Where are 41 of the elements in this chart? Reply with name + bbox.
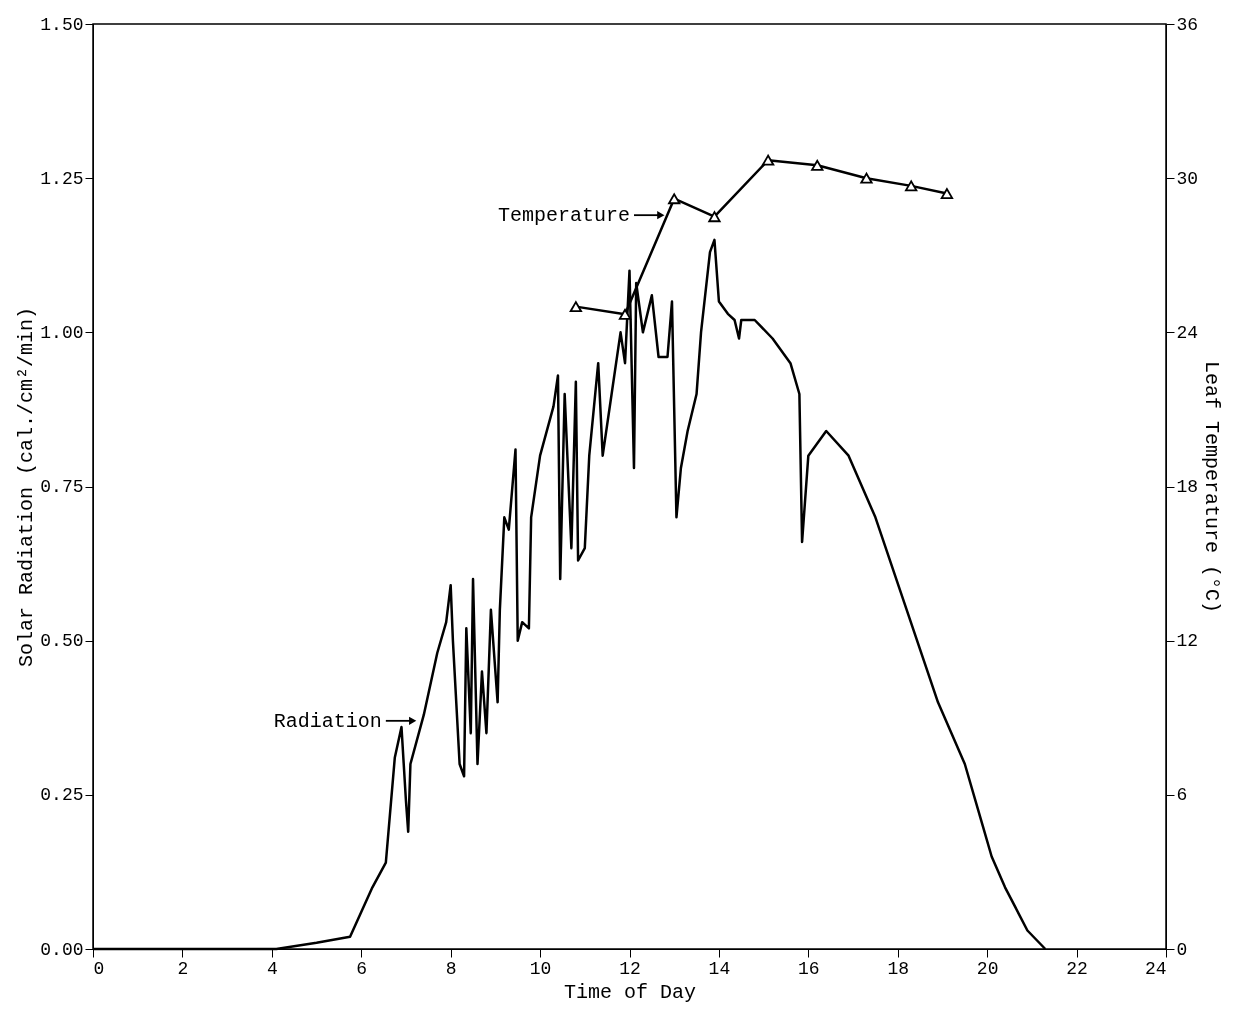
point — [860, 172, 873, 184]
y2-tick-label: 30 — [1176, 168, 1199, 189]
x-tick-label: 10 — [529, 958, 552, 979]
point — [708, 211, 721, 223]
y2-tick-label: 6 — [1176, 785, 1188, 806]
y2-tick-label: 24 — [1176, 322, 1199, 343]
y-tick-label: 0.00 — [40, 939, 84, 960]
x-tick-label: 20 — [976, 958, 999, 979]
x-tick-label: 4 — [266, 958, 278, 979]
y-tick-label: 0.75 — [40, 477, 84, 497]
point — [940, 188, 954, 200]
y2-tick-label: 36 — [1176, 14, 1199, 35]
x-axis-title: Time of Day — [563, 980, 697, 1004]
point — [811, 159, 824, 171]
y-tick-label: 0.50 — [40, 631, 84, 652]
y-tick-label: 1.50 — [40, 14, 84, 35]
y2-tick-label: 0 — [1176, 939, 1188, 960]
x-tick-label: 12 — [619, 958, 641, 979]
annotation: Temperature — [497, 204, 630, 228]
x-tick-label: 8 — [445, 958, 457, 979]
y2-axis-title: Leaf Temperature (°C) — [1200, 360, 1224, 614]
x-tick-label: 22 — [1066, 958, 1088, 979]
x-tick-label: 14 — [708, 958, 731, 979]
y-tick-label: 1.25 — [40, 168, 84, 189]
x-tick-label: 24 — [1144, 958, 1167, 979]
point — [905, 180, 918, 192]
x-tick-label: 18 — [887, 958, 910, 979]
x-tick-label: 6 — [356, 958, 368, 979]
y2-tick-label: 12 — [1176, 631, 1199, 652]
y2-tick-label: 18 — [1176, 477, 1199, 497]
x-tick-label: 16 — [798, 958, 820, 979]
y-axis-title: Solar Radiation (cal./cm²/min) — [15, 306, 39, 668]
point — [761, 154, 775, 166]
y-tick-label: 1.00 — [40, 322, 84, 343]
y-tick-label: 0.25 — [40, 785, 84, 806]
point — [668, 193, 681, 205]
point — [618, 308, 632, 320]
x-tick-label: 2 — [177, 958, 189, 979]
x-tick-label: 0 — [93, 958, 105, 979]
annotation: Radiation — [273, 709, 382, 733]
point — [569, 301, 582, 313]
